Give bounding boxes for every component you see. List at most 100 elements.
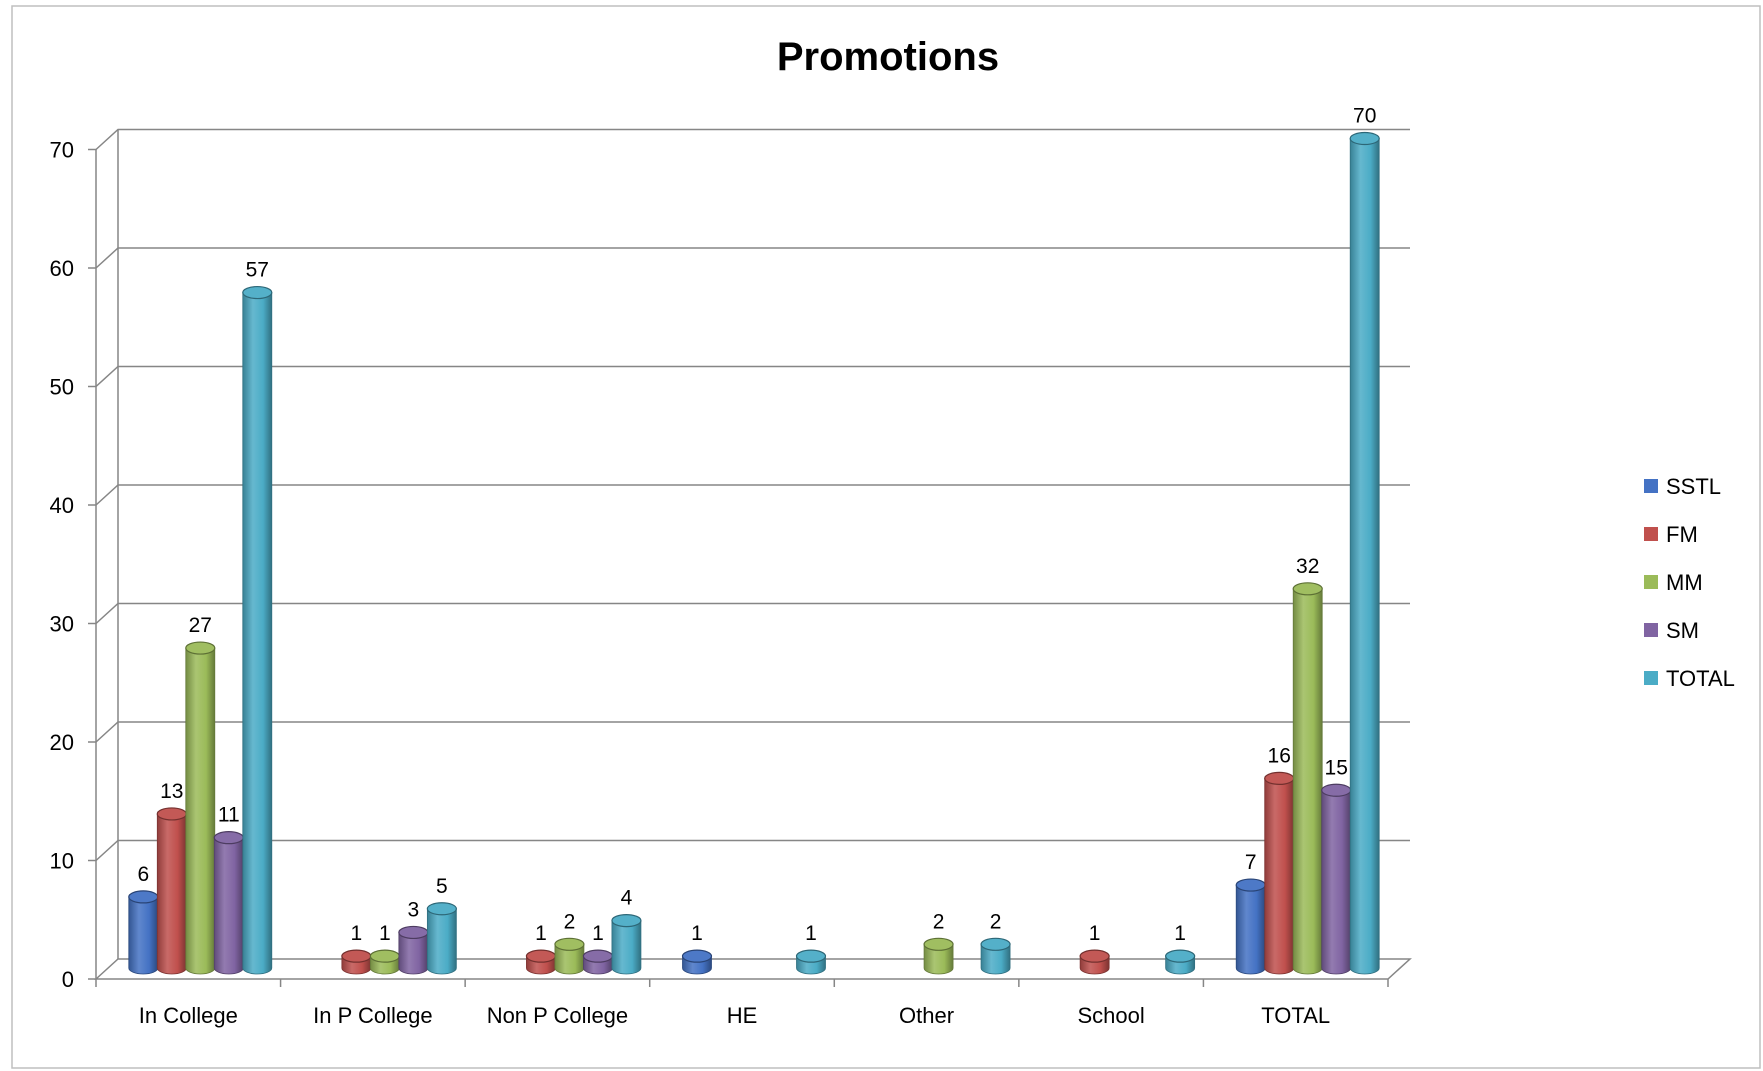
bar-body <box>1321 789 1352 975</box>
bar-sm-0 <box>213 831 244 975</box>
y-tick-label: 40 <box>50 493 74 518</box>
chart-floor <box>94 958 1412 980</box>
data-label: 16 <box>1268 744 1291 767</box>
x-tick-label: TOTAL <box>1261 1003 1330 1028</box>
data-label: 2 <box>990 910 1002 933</box>
legend-label: FM <box>1666 522 1698 547</box>
x-tick-label: School <box>1078 1003 1145 1028</box>
gridlines <box>95 128 1410 862</box>
bar-top <box>1079 949 1110 963</box>
bar-total-0 <box>242 285 273 975</box>
data-label: 32 <box>1296 555 1319 578</box>
data-label: 1 <box>805 922 817 945</box>
bar-body <box>128 896 159 975</box>
bar-body <box>611 920 642 975</box>
bar-body <box>923 943 954 975</box>
bar-fm-0 <box>156 807 187 975</box>
legend-label: SSTL <box>1666 474 1721 499</box>
bar-top <box>398 925 429 940</box>
data-label: 2 <box>564 910 576 933</box>
y-tick-label: 20 <box>50 730 74 755</box>
bar-body <box>1292 588 1323 975</box>
bar-body <box>185 647 216 975</box>
legend-label: SM <box>1666 618 1699 643</box>
data-label: 27 <box>189 614 212 637</box>
legend-swatch-fm <box>1644 527 1658 541</box>
legend-swatch-total <box>1644 671 1658 685</box>
bar-total-1 <box>426 902 457 975</box>
bar-mm-1 <box>369 949 400 975</box>
bar-top <box>1235 878 1266 892</box>
chart-title: Promotions <box>777 35 999 79</box>
bar-body <box>1264 778 1295 975</box>
bar-fm-5 <box>1079 949 1110 975</box>
bar-top <box>525 949 557 963</box>
data-label: 15 <box>1325 756 1348 779</box>
bar-total-2 <box>611 913 642 975</box>
legend: SSTL FM MM SM TOTAL <box>1644 474 1735 691</box>
x-tick-label: In College <box>139 1003 238 1028</box>
data-label: 7 <box>1245 851 1257 874</box>
bar-sm-1 <box>398 925 429 975</box>
data-label: 5 <box>436 875 448 898</box>
data-label: 6 <box>137 863 149 886</box>
bar-top <box>923 937 954 951</box>
data-label: 57 <box>246 259 269 282</box>
gridline <box>95 128 1410 151</box>
y-tick-label: 70 <box>50 138 74 163</box>
data-label: 70 <box>1353 105 1376 128</box>
y-tick-label: 0 <box>62 967 74 992</box>
bar-top <box>369 949 400 963</box>
bar-sstl-3 <box>681 949 713 975</box>
data-label: 1 <box>351 922 363 945</box>
gridline <box>95 365 1410 388</box>
bar-top <box>341 949 372 963</box>
bar-body <box>156 813 187 975</box>
data-label: 1 <box>1174 922 1186 945</box>
bar-mm-0 <box>185 641 216 975</box>
bar-total-6 <box>1349 131 1380 975</box>
gridline <box>95 602 1410 625</box>
bar-top <box>980 937 1011 951</box>
bar-fm-6 <box>1264 771 1295 975</box>
bar-top <box>426 902 457 916</box>
x-tick-label: HE <box>727 1003 758 1028</box>
bar-total-4 <box>980 937 1011 975</box>
bar-total-5 <box>1165 949 1196 975</box>
legend-swatch-mm <box>1644 575 1658 589</box>
gridline <box>95 839 1410 862</box>
bar-top <box>582 949 614 963</box>
data-label: 3 <box>408 898 420 921</box>
bar-body <box>213 837 244 975</box>
bars <box>128 131 1380 975</box>
y-tick-label: 50 <box>50 375 74 400</box>
bar-top <box>554 937 585 951</box>
bar-top <box>156 807 187 821</box>
bar-body <box>1349 138 1380 975</box>
chart-walls <box>94 129 1412 980</box>
x-tick-label: In P College <box>313 1003 432 1028</box>
bar-top <box>795 949 827 963</box>
bar-top <box>1165 949 1196 963</box>
x-tick-label: Non P College <box>487 1003 628 1028</box>
bar-top <box>611 913 642 928</box>
bar-body <box>1235 884 1266 975</box>
bar-top <box>1321 783 1352 797</box>
bar-fm-2 <box>525 949 557 975</box>
x-axis: In College In P College Non P College HE Oth… <box>95 979 1389 1028</box>
gridline <box>95 484 1410 506</box>
bar-top <box>213 831 244 845</box>
data-label: 13 <box>160 780 183 803</box>
bar-top <box>128 890 159 904</box>
bar-top <box>1264 771 1295 786</box>
bar-mm-6 <box>1292 582 1323 975</box>
bar-body <box>242 292 273 975</box>
legend-label: TOTAL <box>1666 666 1735 691</box>
bar-sstl-0 <box>128 890 159 975</box>
data-label: 11 <box>218 804 240 827</box>
y-axis: 0 10 20 30 40 50 60 70 <box>50 138 96 992</box>
gridline <box>95 247 1410 269</box>
bar-top <box>681 949 713 963</box>
